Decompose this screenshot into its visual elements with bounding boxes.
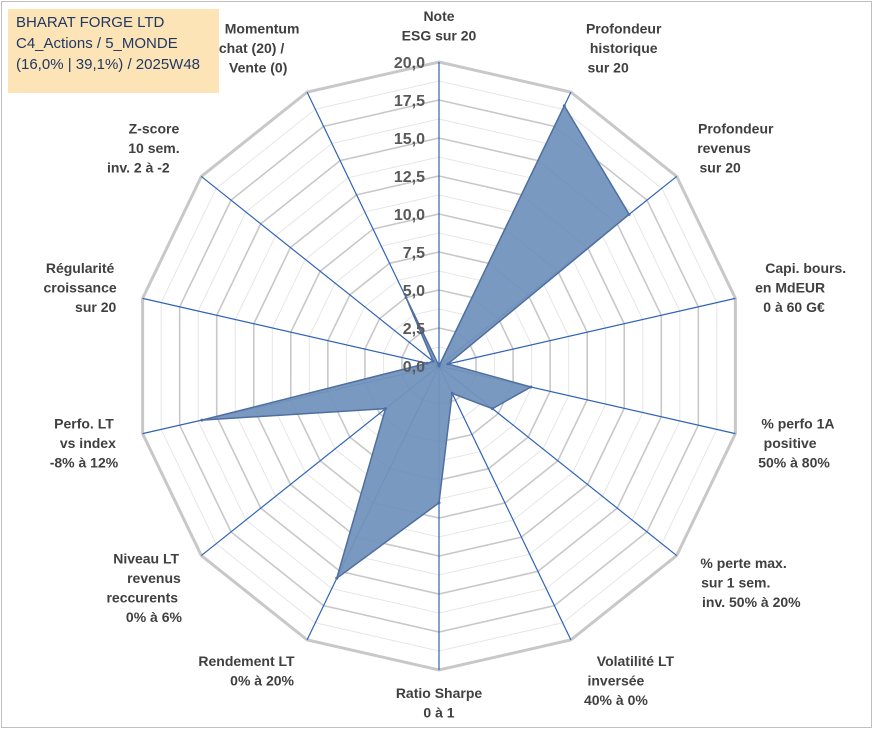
axis-label: Note ESG sur 20 bbox=[402, 8, 477, 44]
axis-label-line: Vente (0) bbox=[229, 59, 287, 75]
tick-label: 7,5 bbox=[403, 245, 425, 262]
axis-label-line: inv. 2 à -2 bbox=[107, 160, 170, 176]
axis-label-line: 40% à 0% bbox=[584, 692, 648, 708]
data-point bbox=[627, 212, 631, 216]
data-point bbox=[529, 385, 533, 389]
tick-label: 12,5 bbox=[394, 169, 425, 186]
axis-label-line: 50% à 80% bbox=[758, 454, 830, 470]
axis-label-line: positive bbox=[764, 435, 817, 451]
axis-label-line: revenus bbox=[697, 140, 751, 156]
data-point bbox=[335, 576, 339, 580]
axis-label-line: vs index bbox=[60, 435, 116, 451]
tick-label: 0,0 bbox=[403, 359, 425, 376]
axis-label-line: -8% à 12% bbox=[50, 454, 119, 470]
data-point bbox=[384, 407, 388, 411]
axis-label-line: Profondeur bbox=[586, 20, 662, 36]
axis-label-line: Z-score bbox=[129, 121, 180, 137]
axis-spoke bbox=[438, 297, 736, 367]
axis-label-line: Ratio Sharpe bbox=[396, 685, 483, 701]
data-point bbox=[446, 362, 450, 366]
tick-label: 20,0 bbox=[394, 55, 425, 72]
axis-label: % perfo 1A positive 50% à 80% bbox=[758, 415, 834, 470]
axis-label-line: en MdEUR bbox=[755, 280, 825, 296]
axis-label-line: croissance bbox=[43, 280, 116, 296]
axis-label-line: 0% à 20% bbox=[230, 673, 294, 689]
axis-label: Niveau LT revenus reccurents 0% à 6% bbox=[106, 551, 182, 626]
axis-label: Profondeur revenus sur 20 bbox=[697, 121, 774, 176]
axis-label: Momentum Achat (20) / Vente (0) bbox=[209, 20, 300, 75]
axis-spoke bbox=[200, 175, 440, 367]
axis-label-line: reccurents bbox=[106, 590, 178, 606]
axis-label: Volatilité LT inversée 40% à 0% bbox=[584, 653, 674, 708]
axis-label-line: 0% à 6% bbox=[126, 609, 183, 625]
axis-label-line: Momentum bbox=[225, 20, 300, 36]
chart-title-box: BHARAT FORGE LTD C4_Actions / 5_MONDE (1… bbox=[8, 9, 219, 93]
axis-spoke bbox=[142, 297, 440, 367]
tick-label: 10,0 bbox=[394, 207, 425, 224]
axis-label: Profondeur historique sur 20 bbox=[586, 20, 662, 75]
data-point bbox=[437, 501, 441, 505]
data-point bbox=[200, 418, 204, 422]
data-point bbox=[404, 296, 408, 300]
data-point bbox=[431, 359, 435, 363]
axis-label-line: Capi. bours. bbox=[765, 260, 846, 276]
axis-label-line: sur 20 bbox=[75, 299, 116, 315]
axis-label-line: 0 à 1 bbox=[423, 705, 454, 721]
data-point bbox=[425, 361, 429, 365]
axis-label: Régularité croissance sur 20 bbox=[43, 260, 116, 315]
period-label: (16,0% | 39,1%) / 2025W48 bbox=[16, 56, 200, 73]
axis-label-line: sur 1 sem. bbox=[701, 574, 770, 590]
axis-label-line: ESG sur 20 bbox=[402, 28, 477, 44]
axis-label: % perte max. sur 1 sem. inv. 50% à 20% bbox=[700, 555, 801, 610]
tick-label: 15,0 bbox=[394, 131, 425, 148]
axis-label: Z-score 10 sem. inv. 2 à -2 bbox=[107, 121, 180, 176]
axis-label-line: sur 20 bbox=[587, 59, 628, 75]
axis-label-line: Volatilité LT bbox=[597, 653, 675, 669]
axis-label-line: Rendement LT bbox=[198, 653, 295, 669]
data-point bbox=[490, 407, 494, 411]
axis-label-line: 10 sem. bbox=[128, 140, 179, 156]
tick-label: 17,5 bbox=[394, 93, 425, 110]
axis-label-line: revenus bbox=[127, 570, 181, 586]
company-name: BHARAT FORGE LTD bbox=[16, 14, 165, 31]
axis-label-line: inversée bbox=[587, 673, 644, 689]
axis-label-line: % perte max. bbox=[700, 555, 786, 571]
data-point bbox=[562, 104, 566, 108]
axis-label: Ratio Sharpe 0 à 1 bbox=[396, 685, 483, 721]
axis-label-line: Achat (20) / bbox=[209, 40, 285, 56]
axis-label: Capi. bours. en MdEUR 0 à 60 G€ bbox=[755, 260, 846, 315]
axis-label-line: 0 à 60 G€ bbox=[763, 299, 825, 315]
data-point bbox=[450, 391, 454, 395]
axis-label-line: Régularité bbox=[46, 260, 115, 276]
data-point bbox=[437, 364, 441, 368]
axis-label: Perfo. LT vs index -8% à 12% bbox=[50, 415, 119, 470]
axis-label-line: Profondeur bbox=[698, 121, 774, 137]
portfolio-label: C4_Actions / 5_MONDE bbox=[16, 35, 178, 52]
axis-label: Rendement LT 0% à 20% bbox=[198, 653, 295, 689]
axis-label-line: historique bbox=[590, 40, 658, 56]
axis-label-line: Note bbox=[423, 8, 454, 24]
tick-label: 5,0 bbox=[403, 283, 425, 300]
axis-label-line: Niveau LT bbox=[113, 551, 179, 567]
tick-label: 2,5 bbox=[403, 321, 425, 338]
axis-spoke bbox=[438, 365, 572, 641]
axis-label-line: inv. 50% à 20% bbox=[702, 594, 801, 610]
axis-label-line: sur 20 bbox=[700, 160, 741, 176]
axis-label-line: Perfo. LT bbox=[54, 415, 114, 431]
axis-label-line: % perfo 1A bbox=[761, 415, 834, 431]
